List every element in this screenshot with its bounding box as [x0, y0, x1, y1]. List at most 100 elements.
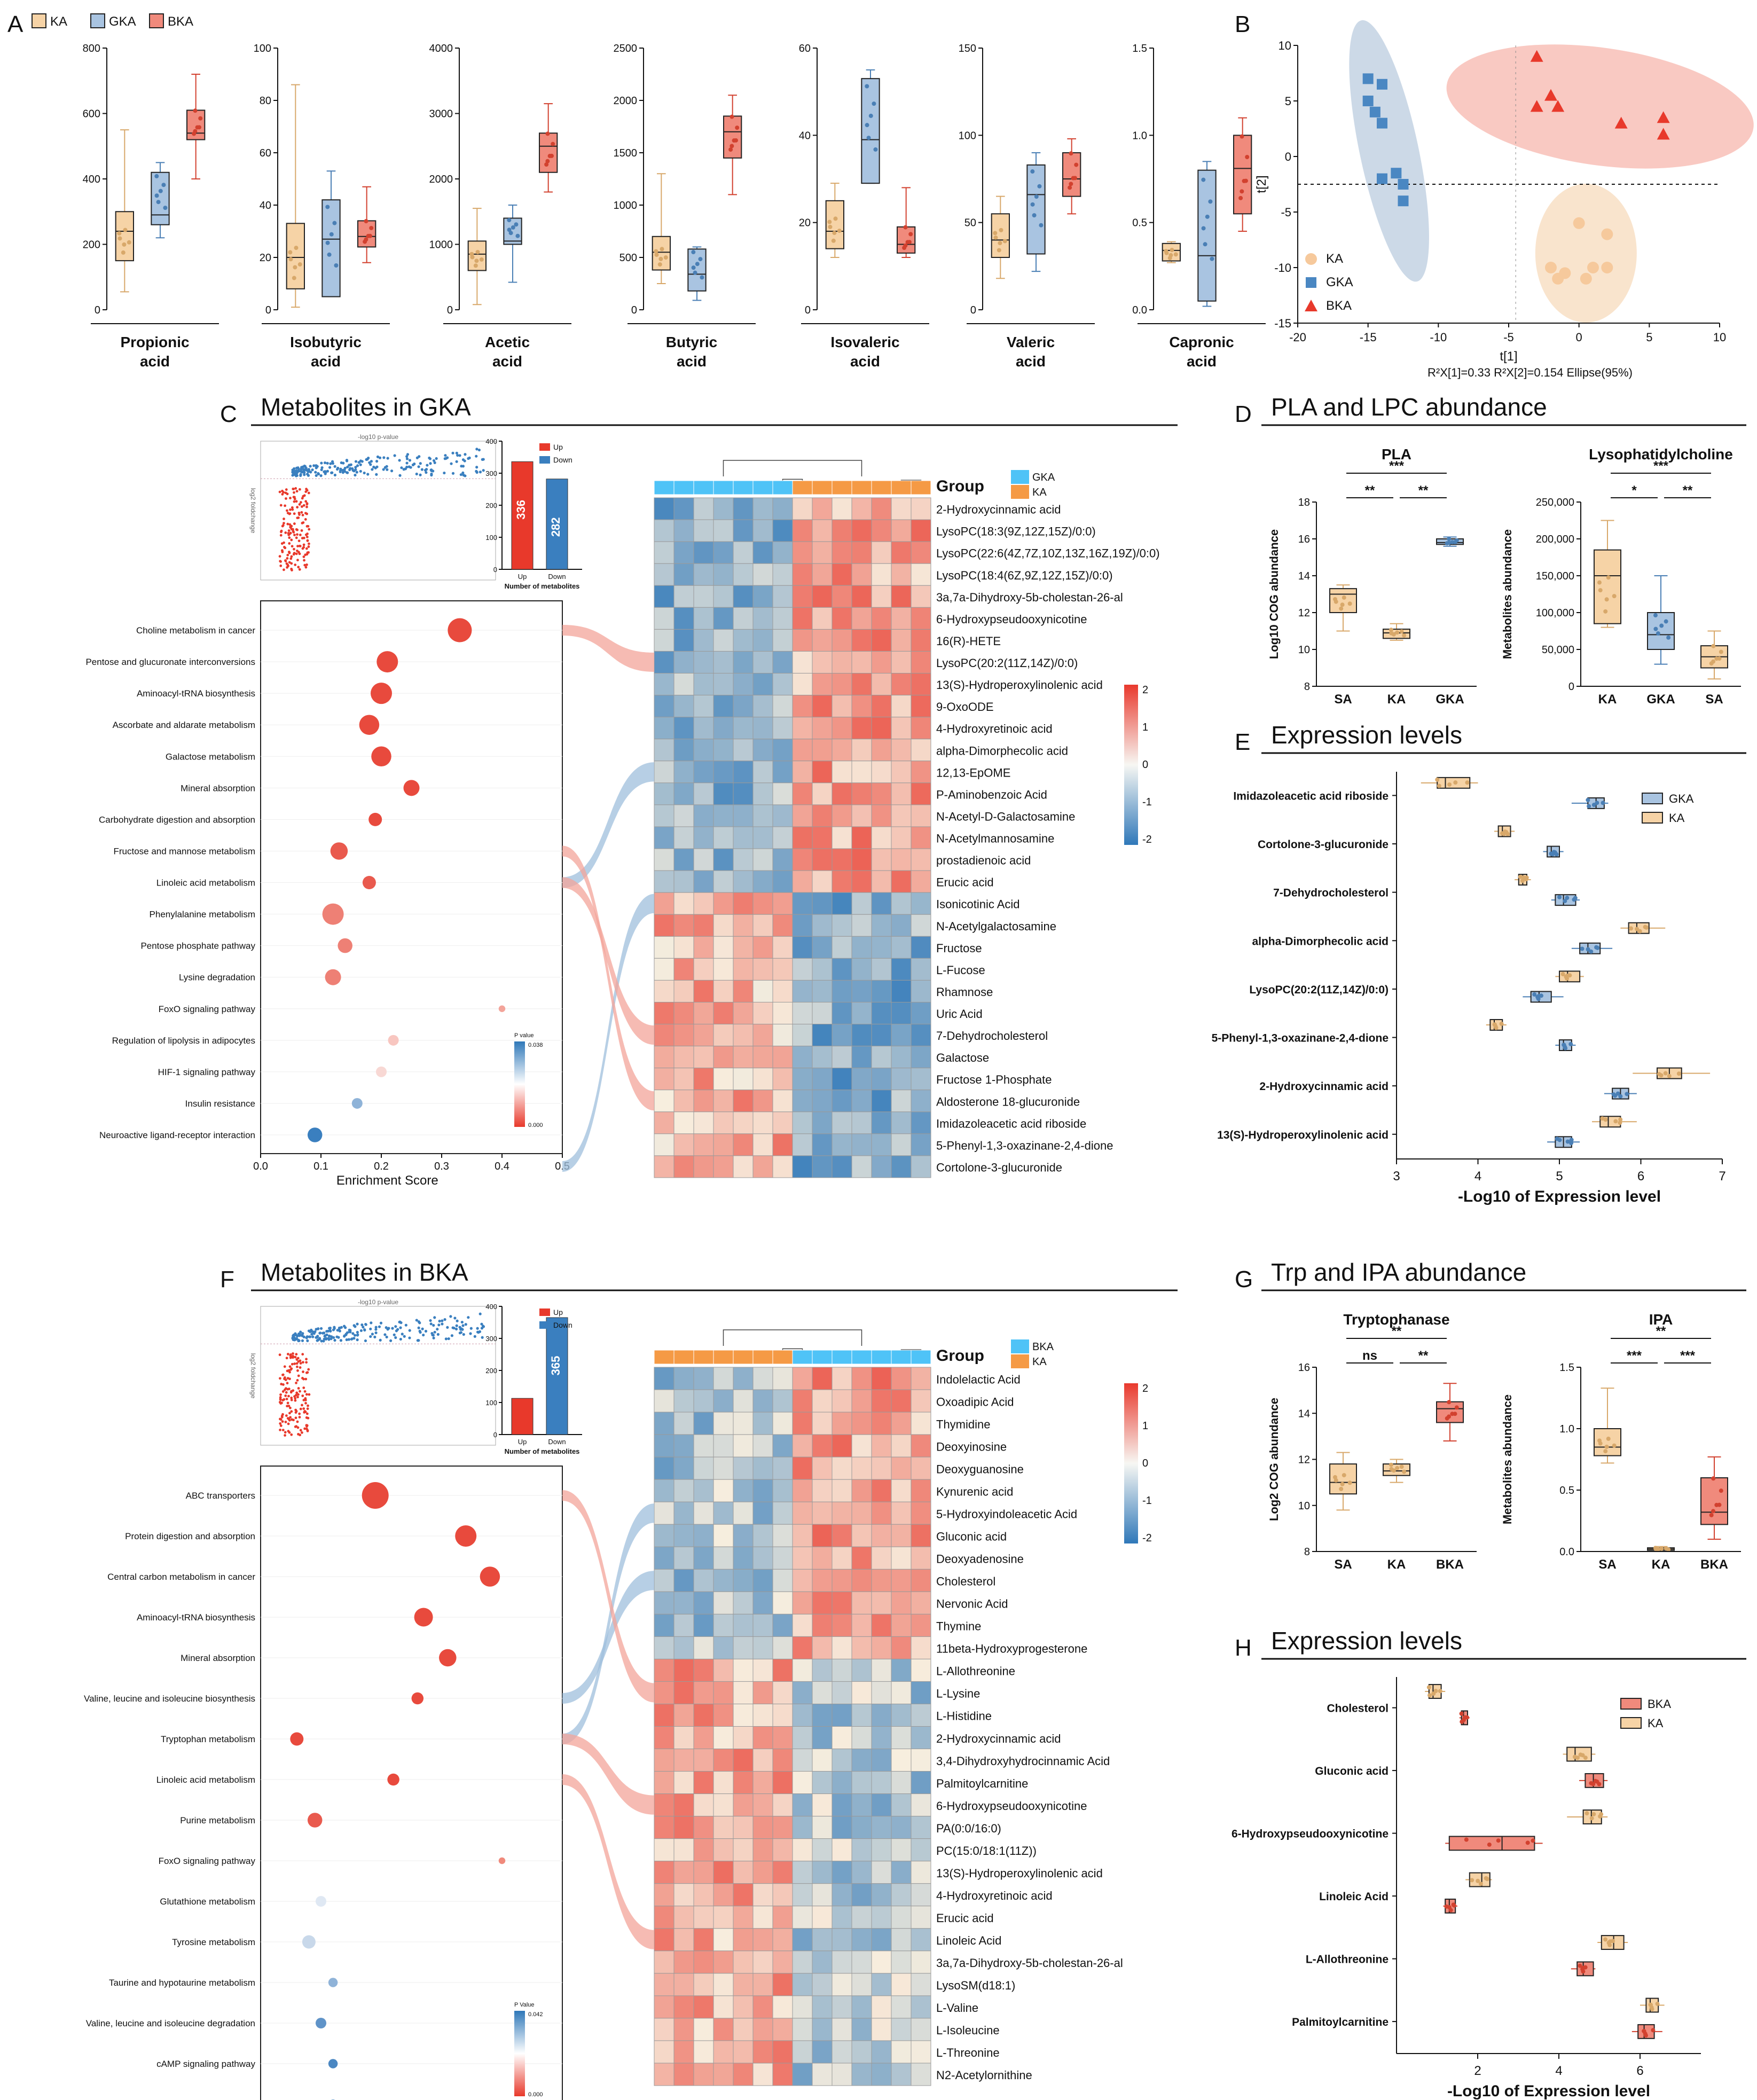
volcano-point-down — [340, 461, 343, 465]
volcano-point-down — [359, 469, 362, 473]
volcano-point-down — [355, 471, 358, 474]
heatmap-cell — [713, 804, 734, 827]
heatmap-cell — [871, 651, 892, 674]
subplot-title: Propionic — [120, 334, 189, 350]
volcano-point-down — [306, 1339, 309, 1343]
heatmap-cell — [851, 673, 872, 696]
data-point — [1205, 214, 1210, 219]
heatmap-cell — [772, 1681, 793, 1704]
volcano-point-up — [288, 532, 291, 536]
heatmap-cell — [792, 1111, 813, 1134]
data-point — [1644, 925, 1649, 930]
heatmap-row-label: PC(15:0/18:1(11Z)) — [936, 1844, 1037, 1858]
volcano-point-down — [329, 462, 332, 465]
heatmap-cell — [752, 2018, 773, 2041]
heatmap-cell — [832, 607, 852, 630]
heatmap-cell — [832, 848, 852, 871]
heatmap-cell — [772, 870, 793, 893]
volcano-point-up — [290, 1433, 293, 1436]
data-point — [475, 249, 480, 254]
volcano-point-down — [297, 1339, 300, 1343]
heatmap-cell — [792, 1861, 813, 1884]
volcano-point-up — [304, 1397, 307, 1400]
heatmap-cell — [891, 892, 912, 915]
data-point — [1340, 602, 1345, 607]
heatmap-cell — [911, 1749, 931, 1772]
heatmap-cell — [772, 2018, 793, 2041]
heatmap-cell — [673, 1389, 694, 1413]
bubble — [371, 683, 392, 704]
heatmap-cell — [673, 1793, 694, 1817]
x-axis-label: Number of metabolites — [505, 1447, 580, 1455]
volcano-point-up — [301, 1353, 304, 1356]
data-point — [551, 142, 555, 146]
heatmap-cell — [911, 1613, 931, 1637]
heatmap-cell — [911, 541, 931, 564]
y-tick-label: 50 — [964, 217, 976, 229]
heatmap-cell — [812, 1703, 833, 1727]
volcano-point-up — [296, 528, 299, 531]
x-tick-label: -10 — [1430, 331, 1447, 344]
heatmap-cell — [891, 804, 912, 827]
row-label: 2-Hydroxycinnamic acid — [1259, 1080, 1389, 1093]
heatmap-cell — [654, 1024, 674, 1047]
heatmap-cell — [654, 1883, 674, 1907]
volcano-point-down — [311, 1330, 314, 1333]
heatmap-cell — [673, 1591, 694, 1615]
volcano-point-down — [354, 473, 357, 477]
volcano-point-up — [284, 531, 287, 534]
heatmap-cell — [792, 651, 813, 674]
volcano-point-up — [300, 529, 303, 532]
heatmap-cell — [812, 870, 833, 893]
heatmap-cell — [832, 1838, 852, 1862]
volcano-point-up — [283, 1376, 286, 1379]
group-bar-cell — [752, 1350, 773, 1365]
heatmap-cell — [752, 1681, 773, 1704]
heatmap-cell — [654, 1133, 674, 1156]
heatmap-cell — [752, 1456, 773, 1480]
volcano-point-down — [421, 1327, 424, 1330]
heatmap-cell — [871, 1479, 892, 1502]
y-tick-label: 200 — [83, 239, 100, 251]
heatmap-cell — [673, 1456, 694, 1480]
heatmap-cell — [812, 519, 833, 542]
volcano-point-up — [293, 1362, 296, 1365]
heatmap-cell — [891, 1861, 912, 1884]
volcano-point-down — [432, 459, 436, 463]
heatmap-cell — [851, 1456, 872, 1480]
heatmap-cell — [772, 892, 793, 915]
heatmap-cell — [851, 2063, 872, 2086]
y-tick-label: 100 — [254, 43, 271, 54]
bubble — [371, 746, 391, 766]
volcano-point-down — [455, 1324, 458, 1327]
heatmap-cell — [713, 1928, 734, 1952]
volcano-point-down — [315, 464, 318, 467]
heatmap-cell — [832, 1591, 852, 1615]
heatmap-cell — [654, 1861, 674, 1884]
bubble — [302, 1935, 316, 1949]
panel-title: Expression levels — [1271, 1627, 1462, 1655]
heatmap-cell — [832, 980, 852, 1002]
heatmap-row-label: L-Fucose — [936, 963, 985, 977]
heatmap-cell — [891, 695, 912, 718]
volcano-point-down — [317, 472, 320, 475]
significance-label: * — [1632, 483, 1637, 498]
heatmap-cell — [673, 563, 694, 586]
heatmap-cell — [832, 1389, 852, 1413]
heatmap-cell — [673, 936, 694, 959]
volcano-point-up — [300, 505, 303, 508]
heatmap-cell — [654, 980, 674, 1002]
heatmap-cell — [673, 673, 694, 696]
data-point — [1499, 1021, 1504, 1026]
point-BKA — [1614, 116, 1628, 129]
data-point — [657, 262, 662, 267]
volcano-point-down — [458, 1331, 461, 1335]
heatmap-cell — [752, 563, 773, 586]
heatmap-cell — [693, 2018, 714, 2041]
volcano-point-down — [360, 1323, 364, 1327]
heatmap-cell — [693, 1456, 714, 1480]
volcano-point-up — [304, 566, 308, 569]
volcano-point-down — [407, 465, 411, 468]
heatmap-cell — [772, 607, 793, 630]
